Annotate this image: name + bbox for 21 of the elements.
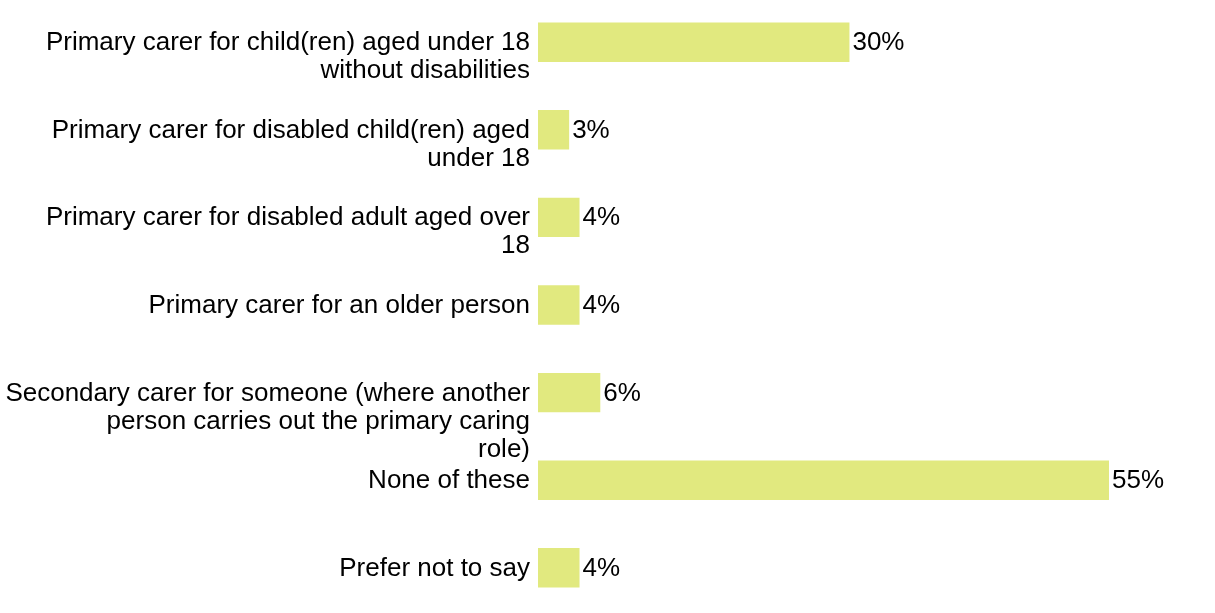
y-tick-label: Secondary carer for someone (where another person carries out the primary caring role): [5, 376, 531, 463]
data-label: 4%: [582, 551, 621, 582]
y-tick-label: None of these: [368, 464, 530, 495]
data-label: 6%: [603, 376, 641, 407]
data-label: 4%: [582, 201, 621, 232]
y-tick-label: Prefer not to say: [339, 551, 530, 582]
y-tick-label: Primary carer for disabled adult aged over 18: [45, 201, 531, 260]
bar: [538, 197, 580, 238]
y-tick-label: Primary carer for disabled child(ren) aged under 18: [51, 113, 530, 172]
bar: [538, 110, 570, 150]
data-label: 55%: [1112, 464, 1165, 495]
bar: [538, 285, 580, 325]
y-tick-label: Primary carer for an older person: [148, 289, 530, 319]
data-label: 3%: [572, 113, 610, 144]
y-tick-label: Primary carer for child(ren) aged under 18 without disabilities: [45, 26, 530, 85]
bar: [538, 372, 601, 413]
bar: [538, 460, 1109, 500]
data-label: 4%: [582, 289, 621, 319]
bar: [538, 22, 850, 62]
bar: [538, 548, 580, 588]
data-label: 30%: [852, 26, 905, 57]
